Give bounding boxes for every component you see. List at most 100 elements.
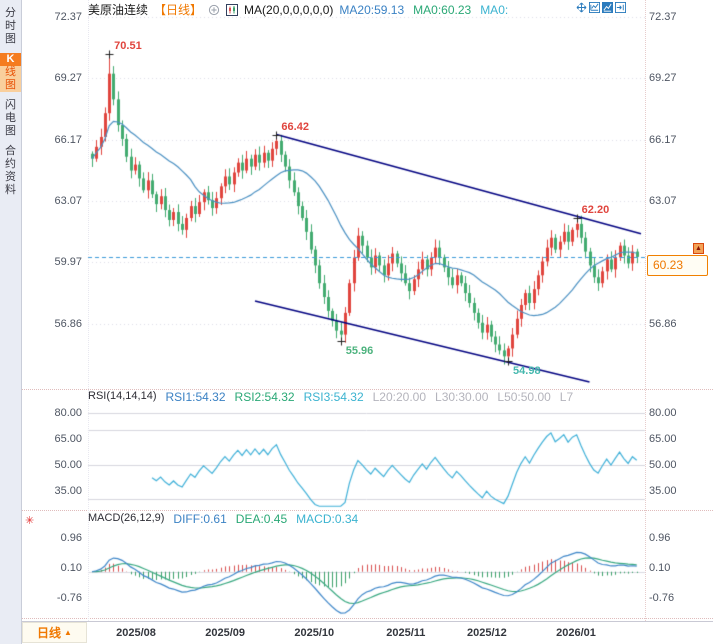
axis-divider bbox=[645, 0, 646, 621]
chevron-up-icon: ▲ bbox=[64, 628, 72, 637]
tab-char: 图 bbox=[5, 125, 16, 137]
ma-value: MA20:59.13 bbox=[339, 2, 405, 17]
axis-tick: 35.00 bbox=[54, 484, 82, 497]
detach-window-icon[interactable] bbox=[615, 2, 626, 13]
axis-tick: 50.00 bbox=[649, 458, 677, 471]
axis-tick: 80.00 bbox=[649, 406, 677, 419]
axis-tick: 50.00 bbox=[54, 458, 82, 471]
axis-tick: 72.37 bbox=[54, 10, 82, 23]
move-crosshair-icon[interactable] bbox=[576, 2, 587, 13]
panel-separator bbox=[22, 389, 713, 390]
tab-char: 图 bbox=[5, 33, 16, 45]
axis-tick: 0.96 bbox=[649, 531, 671, 544]
period-selector[interactable]: 日线 ▲ bbox=[22, 622, 87, 643]
symbol-title: 美原油连续 bbox=[88, 3, 149, 17]
time-axis-label: 2025/08 bbox=[116, 627, 156, 639]
axis-tick: 35.00 bbox=[649, 484, 677, 497]
time-axis-label: 2025/09 bbox=[205, 627, 246, 639]
axis-tick: -0.76 bbox=[649, 591, 675, 604]
axis-tick: 69.27 bbox=[54, 72, 82, 85]
ma-settings-label: MA(20,0,0,0,0,0) bbox=[244, 2, 334, 17]
time-axis-label: 2025/12 bbox=[467, 627, 507, 639]
tab-char: 图 bbox=[0, 79, 21, 92]
rsi-value: L50:50.00 bbox=[497, 390, 551, 404]
chart-toolbar bbox=[576, 2, 626, 13]
tab-char: 闪 bbox=[5, 99, 16, 111]
ma-value: MA0: bbox=[480, 2, 509, 17]
ma-values: MA20:59.13 MA0:60.23 MA0: bbox=[339, 3, 508, 17]
tab-char: 分 bbox=[5, 7, 16, 19]
current-price-value: 60.23 bbox=[653, 257, 684, 272]
price-marker-label: 70.51 bbox=[114, 39, 142, 52]
time-axis-label: 2025/10 bbox=[294, 627, 335, 639]
axis-tick: 0.96 bbox=[60, 531, 82, 544]
tab-char: K bbox=[0, 53, 21, 66]
price-marker-label: 66.42 bbox=[281, 120, 309, 133]
rsi-settings-label[interactable]: RSI(14,14,14) bbox=[88, 390, 157, 402]
period-label[interactable]: 【日线】 bbox=[154, 3, 203, 17]
price-alert-icon[interactable]: ▲ bbox=[693, 242, 704, 254]
time-axis-label: 2026/01 bbox=[556, 627, 596, 639]
rsi-value: L20:20.00 bbox=[372, 390, 427, 404]
axis-tick: 59.97 bbox=[54, 256, 82, 269]
chart-canvas[interactable] bbox=[22, 0, 713, 622]
rsi-value: RSI1:54.32 bbox=[165, 390, 226, 404]
axis-tick: 0.10 bbox=[649, 562, 671, 575]
candlestick-chart-icon[interactable] bbox=[226, 3, 239, 16]
axis-tick: 69.27 bbox=[649, 72, 677, 85]
axis-tick: 63.07 bbox=[649, 194, 677, 207]
axis-tick: 65.00 bbox=[54, 432, 82, 445]
price-marker-label: 62.20 bbox=[581, 203, 610, 216]
axis-tick: 0.10 bbox=[60, 562, 82, 575]
rsi-value: RSI2:54.32 bbox=[234, 390, 295, 404]
axis-tick: -0.76 bbox=[56, 591, 82, 604]
macd-value: DIFF:0.61 bbox=[173, 512, 227, 526]
chart-filled-icon[interactable] bbox=[602, 2, 613, 13]
price-marker-label: 55.96 bbox=[345, 345, 374, 358]
panel-separator bbox=[22, 621, 713, 622]
rsi-values: RSI1:54.32 RSI2:54.32 RSI3:54.32 L20:20.00 L… bbox=[165, 390, 573, 404]
tab-char: 料 bbox=[5, 184, 16, 196]
tab-char: 资 bbox=[5, 171, 16, 183]
tab-char: 线 bbox=[0, 66, 21, 79]
tab-char: 合 bbox=[5, 145, 16, 157]
ma-value: MA0:60.23 bbox=[413, 2, 472, 17]
period-selector-label: 日线 bbox=[37, 626, 62, 640]
axis-divider bbox=[88, 0, 89, 621]
sidebar-tab-合约资料[interactable]: 合约资料 bbox=[0, 145, 21, 197]
rsi-value: L7 bbox=[559, 390, 574, 404]
axis-tick: 66.17 bbox=[54, 133, 82, 146]
macd-settings-label[interactable]: MACD(26,12,9) bbox=[88, 512, 165, 524]
macd-header: MACD(26,12,9) DIFF:0.61 DEA:0.45 MACD:0.34 bbox=[88, 512, 645, 526]
price-marker-label: 54.98 bbox=[513, 364, 541, 377]
tab-char: 约 bbox=[5, 158, 16, 170]
current-price-tag[interactable]: 60.23 bbox=[647, 254, 708, 276]
chart-window-icon[interactable] bbox=[589, 2, 600, 13]
axis-tick: 63.07 bbox=[54, 194, 82, 207]
macd-value: MACD:0.34 bbox=[296, 512, 359, 526]
axis-tick: 66.17 bbox=[649, 133, 677, 146]
macd-value: DEA:0.45 bbox=[235, 512, 288, 526]
panel-separator bbox=[22, 618, 713, 619]
axis-tick: 65.00 bbox=[649, 432, 677, 445]
indicator-settings-icon[interactable]: ✳ bbox=[25, 515, 35, 527]
macd-values: DIFF:0.61 DEA:0.45 MACD:0.34 bbox=[173, 512, 358, 526]
tab-char: 电 bbox=[5, 112, 16, 124]
add-indicator-icon[interactable] bbox=[208, 4, 220, 16]
sidebar-tab-分时图[interactable]: 分时图 bbox=[0, 7, 21, 46]
rsi-header: RSI(14,14,14) RSI1:54.32 RSI2:54.32 RSI3:5… bbox=[88, 390, 645, 404]
rsi-value: L30:30.00 bbox=[435, 390, 489, 404]
axis-tick: 80.00 bbox=[54, 406, 82, 419]
chart-area: 美原油连续 【日线】 MA(20,0,0,0,0,0) MA20:59.13 MA… bbox=[22, 0, 713, 644]
sidebar-tab-闪电图[interactable]: 闪电图 bbox=[0, 99, 21, 138]
time-axis-label: 2025/11 bbox=[386, 627, 426, 639]
panel-separator bbox=[22, 510, 713, 511]
axis-tick: 72.37 bbox=[649, 10, 677, 23]
rsi-value: RSI3:54.32 bbox=[303, 390, 364, 404]
time-axis-bar: 日线 ▲ bbox=[22, 622, 713, 644]
axis-tick: 56.86 bbox=[54, 317, 82, 330]
axis-tick: 56.86 bbox=[649, 317, 677, 330]
